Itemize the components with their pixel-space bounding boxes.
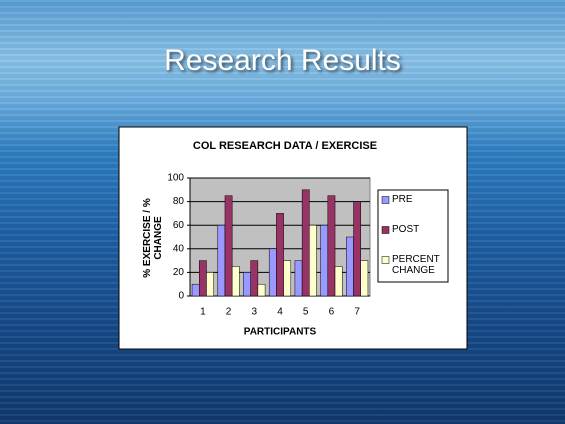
y-axis-title: % EXERCISE / % CHANGE	[142, 183, 166, 293]
bar	[328, 196, 335, 296]
bar	[251, 261, 258, 296]
y-tick-label: 0	[178, 291, 184, 302]
slide: Research Results COL RESEARCH DATA / EXE…	[0, 0, 565, 424]
legend-swatch	[382, 227, 389, 234]
x-tick-label: 5	[303, 307, 309, 318]
bar	[346, 237, 353, 296]
y-tick-label: 80	[173, 196, 185, 207]
bar	[199, 261, 206, 296]
bar	[243, 272, 250, 296]
legend-label: PERCENT CHANGE	[392, 254, 446, 276]
legend-swatch	[382, 197, 389, 204]
bar	[269, 249, 276, 296]
bar	[225, 196, 232, 296]
bar	[321, 225, 328, 296]
bar	[206, 272, 213, 296]
bar	[302, 190, 309, 296]
bar	[192, 284, 199, 296]
x-tick-label: 6	[329, 307, 335, 318]
y-tick-label: 40	[173, 243, 185, 254]
bar	[335, 267, 342, 297]
bar	[354, 202, 361, 296]
bar	[361, 261, 368, 296]
bar	[295, 261, 302, 296]
chart-title: COL RESEARCH DATA / EXERCISE	[193, 140, 377, 152]
y-tick-label: 60	[173, 220, 185, 231]
bar	[258, 284, 265, 296]
x-tick-label: 4	[277, 307, 283, 318]
bar	[232, 267, 239, 297]
x-tick-label: 3	[252, 307, 258, 318]
x-tick-label: 7	[354, 307, 360, 318]
bar	[218, 225, 225, 296]
legend-label: PRE	[392, 194, 446, 205]
legend-label: POST	[392, 224, 446, 235]
chart: COL RESEARCH DATA / EXERCISE PARTICIPANT…	[0, 0, 565, 424]
legend-swatch	[382, 257, 389, 264]
y-tick-label: 20	[173, 267, 185, 278]
x-tick-label: 1	[200, 307, 206, 318]
bar	[309, 225, 316, 296]
bar	[276, 213, 283, 296]
y-tick-label: 100	[167, 173, 184, 184]
x-tick-label: 2	[226, 307, 232, 318]
x-axis-title: PARTICIPANTS	[244, 327, 317, 338]
bar	[284, 261, 291, 296]
